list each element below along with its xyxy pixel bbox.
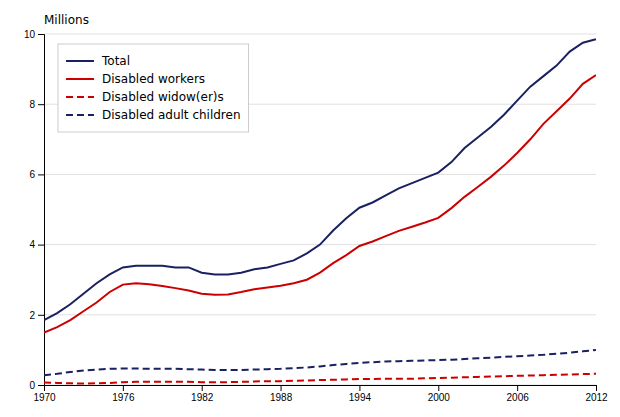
legend-item: Disabled widow(er)s <box>66 90 224 104</box>
chart: 1970 1976 1982 1988 1994 2000 2006 2012 0 2 4 6 8 10 T… <box>0 0 620 417</box>
y-tick-label: 6 <box>29 169 35 180</box>
legend-swatch <box>66 114 94 116</box>
x-tick: 1970 <box>33 385 56 403</box>
legend-swatch <box>66 78 94 80</box>
y-tick: 4 <box>29 239 44 250</box>
y-tick-label: 4 <box>29 239 35 250</box>
x-tick: 1988 <box>270 385 293 403</box>
x-axis-line <box>45 386 597 392</box>
x-tick-label: 1988 <box>270 392 293 403</box>
x-tick: 1982 <box>191 385 214 403</box>
plot: 1970 1976 1982 1988 1994 2000 2006 2012 0 2 4 6 8 10 T… <box>24 29 608 403</box>
x-tick: 1976 <box>112 385 135 403</box>
grid <box>44 34 596 385</box>
legend-swatch <box>66 96 94 98</box>
legend-label: Disabled widow(er)s <box>102 90 224 104</box>
x-tick-mark <box>123 385 124 391</box>
x-tick-label: 1970 <box>33 392 56 403</box>
x-tick-label: 1982 <box>191 392 214 403</box>
x-tick-mark <box>438 385 439 391</box>
legend-item: Total <box>66 54 130 68</box>
series-line <box>44 39 596 320</box>
y-tick-label: 2 <box>29 310 35 321</box>
lines <box>44 39 596 383</box>
y-tick-mark <box>38 245 44 246</box>
y-tick-label: 0 <box>29 380 35 391</box>
y-axis-line <box>38 35 45 386</box>
legend-label: Total <box>101 54 130 68</box>
y-tick: 6 <box>29 169 44 180</box>
x-tick-mark <box>596 385 597 391</box>
x-tick: 2012 <box>585 385 608 403</box>
legend-frame <box>58 44 249 132</box>
legend-label: Disabled workers <box>102 72 205 86</box>
x-tick-label: 1994 <box>349 392 372 403</box>
y-tick: 0 <box>29 380 44 391</box>
x-tick: 1994 <box>349 385 372 403</box>
y-tick-mark <box>38 385 44 386</box>
y-tick-label: 10 <box>24 29 36 40</box>
legend-label: Disabled adult children <box>102 108 241 122</box>
x-tick: 2006 <box>507 385 530 403</box>
y-tick-label: 8 <box>29 99 35 110</box>
x-tick-mark <box>359 385 360 391</box>
x-tick-label: 2000 <box>428 392 451 403</box>
grid-line <box>44 34 596 35</box>
legend: Total Disabled workers Disabled widow(er)s… <box>58 44 249 132</box>
series-line <box>44 350 596 375</box>
grid-line <box>44 314 596 315</box>
x-tick: 2000 <box>428 385 451 403</box>
y-tick-mark <box>38 104 44 105</box>
x-tick-label: 2006 <box>507 392 530 403</box>
y-tick-mark <box>38 315 44 316</box>
x-tick-label: 1976 <box>112 392 135 403</box>
y-tick: 2 <box>29 310 44 321</box>
y-tick: 8 <box>29 99 44 110</box>
x-tick-mark <box>202 385 203 391</box>
grid-line <box>44 174 596 175</box>
y-tick-mark <box>38 174 44 175</box>
legend-swatch <box>66 60 94 62</box>
series-line <box>44 75 596 333</box>
x-tick-mark <box>517 385 518 391</box>
y-tick-mark <box>38 34 44 35</box>
x-tick-label: 2012 <box>585 392 608 403</box>
x-axis: 1970 1976 1982 1988 1994 2000 2006 2012 <box>33 385 608 403</box>
y-axis: 0 2 4 6 8 10 <box>24 29 45 391</box>
y-tick: 10 <box>24 29 44 40</box>
series-line <box>44 374 596 384</box>
legend-item: Disabled workers <box>66 72 205 86</box>
x-tick-mark <box>281 385 282 391</box>
y-axis-title: Millions <box>44 13 89 27</box>
legend-item: Disabled adult children <box>66 108 241 122</box>
